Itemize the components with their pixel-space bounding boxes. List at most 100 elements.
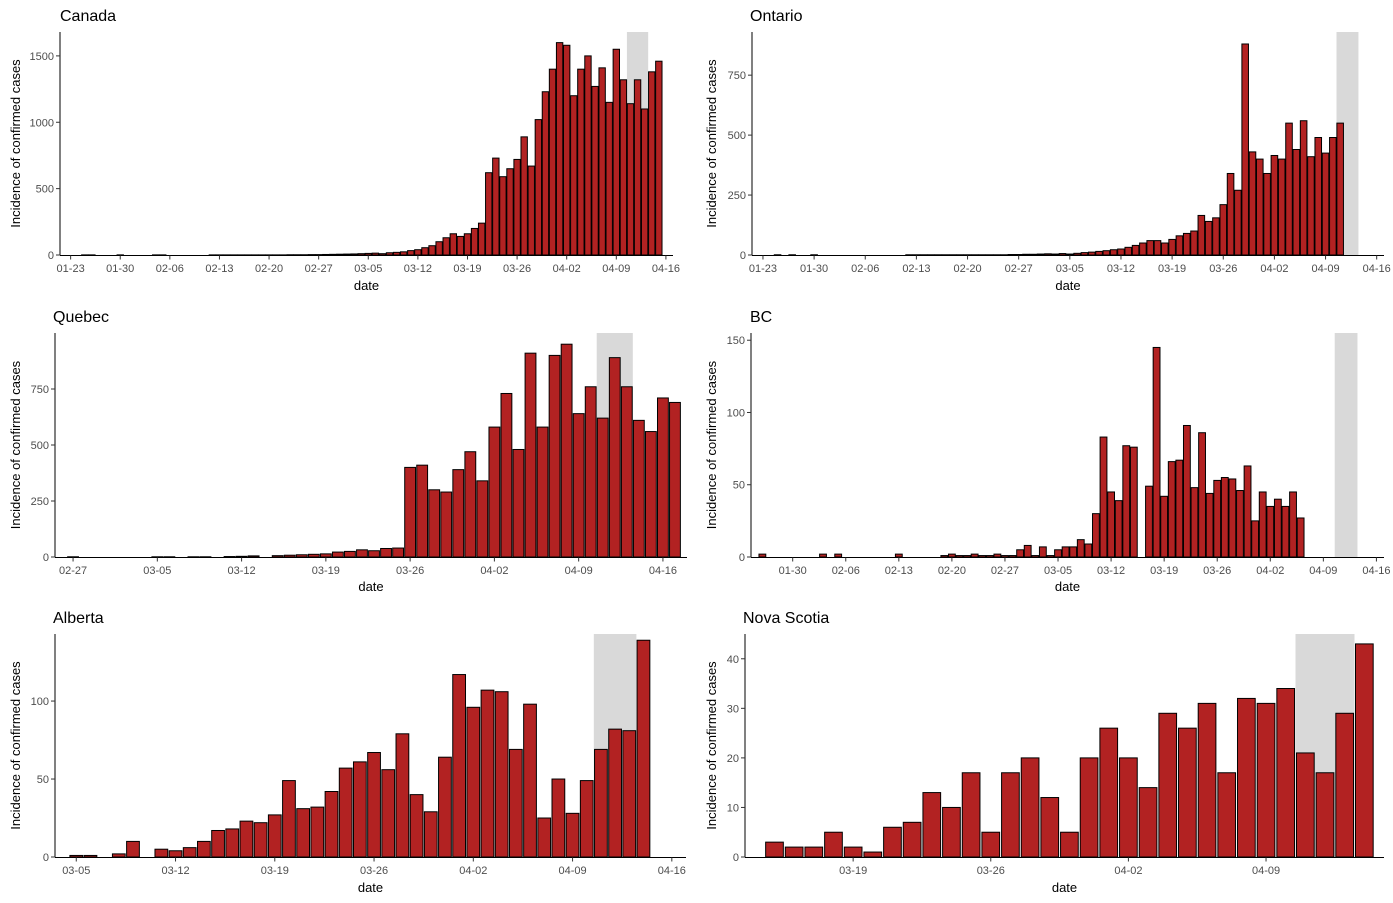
y-tick-label: 10 [727,802,739,814]
bar [758,553,767,558]
bar [534,119,543,256]
y-axis-label: Incidence of confirmed cases [704,661,719,830]
x-tick-label: 04-16 [1363,263,1391,275]
bar [1213,479,1222,558]
bar [168,850,183,858]
bar [1256,702,1276,858]
bar [524,352,537,558]
bar [1315,772,1335,858]
bar [1016,549,1025,558]
bar [1205,492,1214,558]
bar [1321,152,1330,256]
y-tick-label: 50 [733,480,745,492]
y-tick-label: 30 [727,703,739,715]
bar [1276,688,1296,858]
bar [404,466,417,558]
bar [577,68,585,256]
bar [271,555,284,558]
bar [657,397,669,558]
panel-6: 0 10 20 30 40 03-19 03-26 04-02 04-09 Nova Scotia… [704,610,1384,895]
bar [863,851,883,858]
bar [83,854,98,858]
x-tick-label: 03-26 [360,865,388,877]
bar [1008,555,1017,558]
bar [1029,253,1038,256]
bar [1241,43,1249,256]
x-tick-label: 02-27 [305,263,333,275]
bar [883,826,902,858]
bar [381,769,396,858]
bar [1175,235,1184,256]
bar [356,549,368,558]
x-tick-label: 02-06 [156,263,184,275]
panel-title: BC [750,309,772,326]
x-tick-label: 04-02 [1260,263,1288,275]
bar [1145,485,1153,558]
bar [197,840,211,858]
bar [1219,204,1228,256]
x-tick-label: 02-06 [851,263,879,275]
bar [993,553,1002,558]
bar [154,848,169,858]
bar [1061,546,1070,558]
bar [1138,787,1158,858]
y-tick-label: 0 [739,552,745,564]
bar [1040,797,1060,858]
bar [894,553,903,558]
bar [1296,517,1305,558]
bar [1190,487,1199,558]
bar [619,79,628,256]
bar [548,68,557,256]
bar [428,489,441,558]
x-tick-label: 04-02 [553,263,581,275]
x-axis-label: date [1055,579,1080,594]
shaded-region [1334,333,1358,557]
x-tick-label: 02-27 [59,565,87,577]
bar [463,233,472,256]
bar [1084,543,1093,558]
y-tick-label: 50 [37,774,49,786]
bar [343,253,351,256]
bar [608,357,621,558]
bar [843,846,863,858]
bar [1292,148,1301,256]
bar [598,67,606,256]
bar [1038,546,1047,558]
bar [322,253,330,256]
bar [513,158,521,256]
y-tick-label: 500 [36,184,54,196]
x-tick-label: 02-27 [991,565,1019,577]
bar [1178,727,1197,858]
bar [1263,172,1271,256]
x-tick-label: 04-09 [565,565,593,577]
bar [541,91,550,256]
x-tick-label: 02-20 [255,263,283,275]
bar [1022,253,1030,256]
bar [1066,253,1074,256]
x-tick-label: 04-09 [1311,263,1339,275]
bar [211,829,225,858]
bar [555,42,564,256]
y-tick-label: 1500 [30,51,54,63]
x-tick-label: 03-19 [453,263,481,275]
bar [428,245,436,256]
x-tick-label: 01-30 [800,263,828,275]
bar [392,547,405,558]
bar [1152,346,1161,558]
bar [1190,230,1198,256]
bar [1296,752,1315,858]
bar [1080,252,1089,256]
bar [1258,491,1267,558]
bar [819,553,827,558]
bar [523,703,537,858]
bar [1335,712,1355,858]
y-axis-label: Incidence of confirmed cases [704,59,719,228]
y-tick-label: 0 [733,852,739,864]
bar [1277,158,1286,256]
x-tick-label: 03-05 [62,865,90,877]
bar [1007,254,1016,256]
bar [223,556,236,558]
bar [438,756,452,858]
bar [1236,490,1244,558]
bar [1197,214,1206,256]
